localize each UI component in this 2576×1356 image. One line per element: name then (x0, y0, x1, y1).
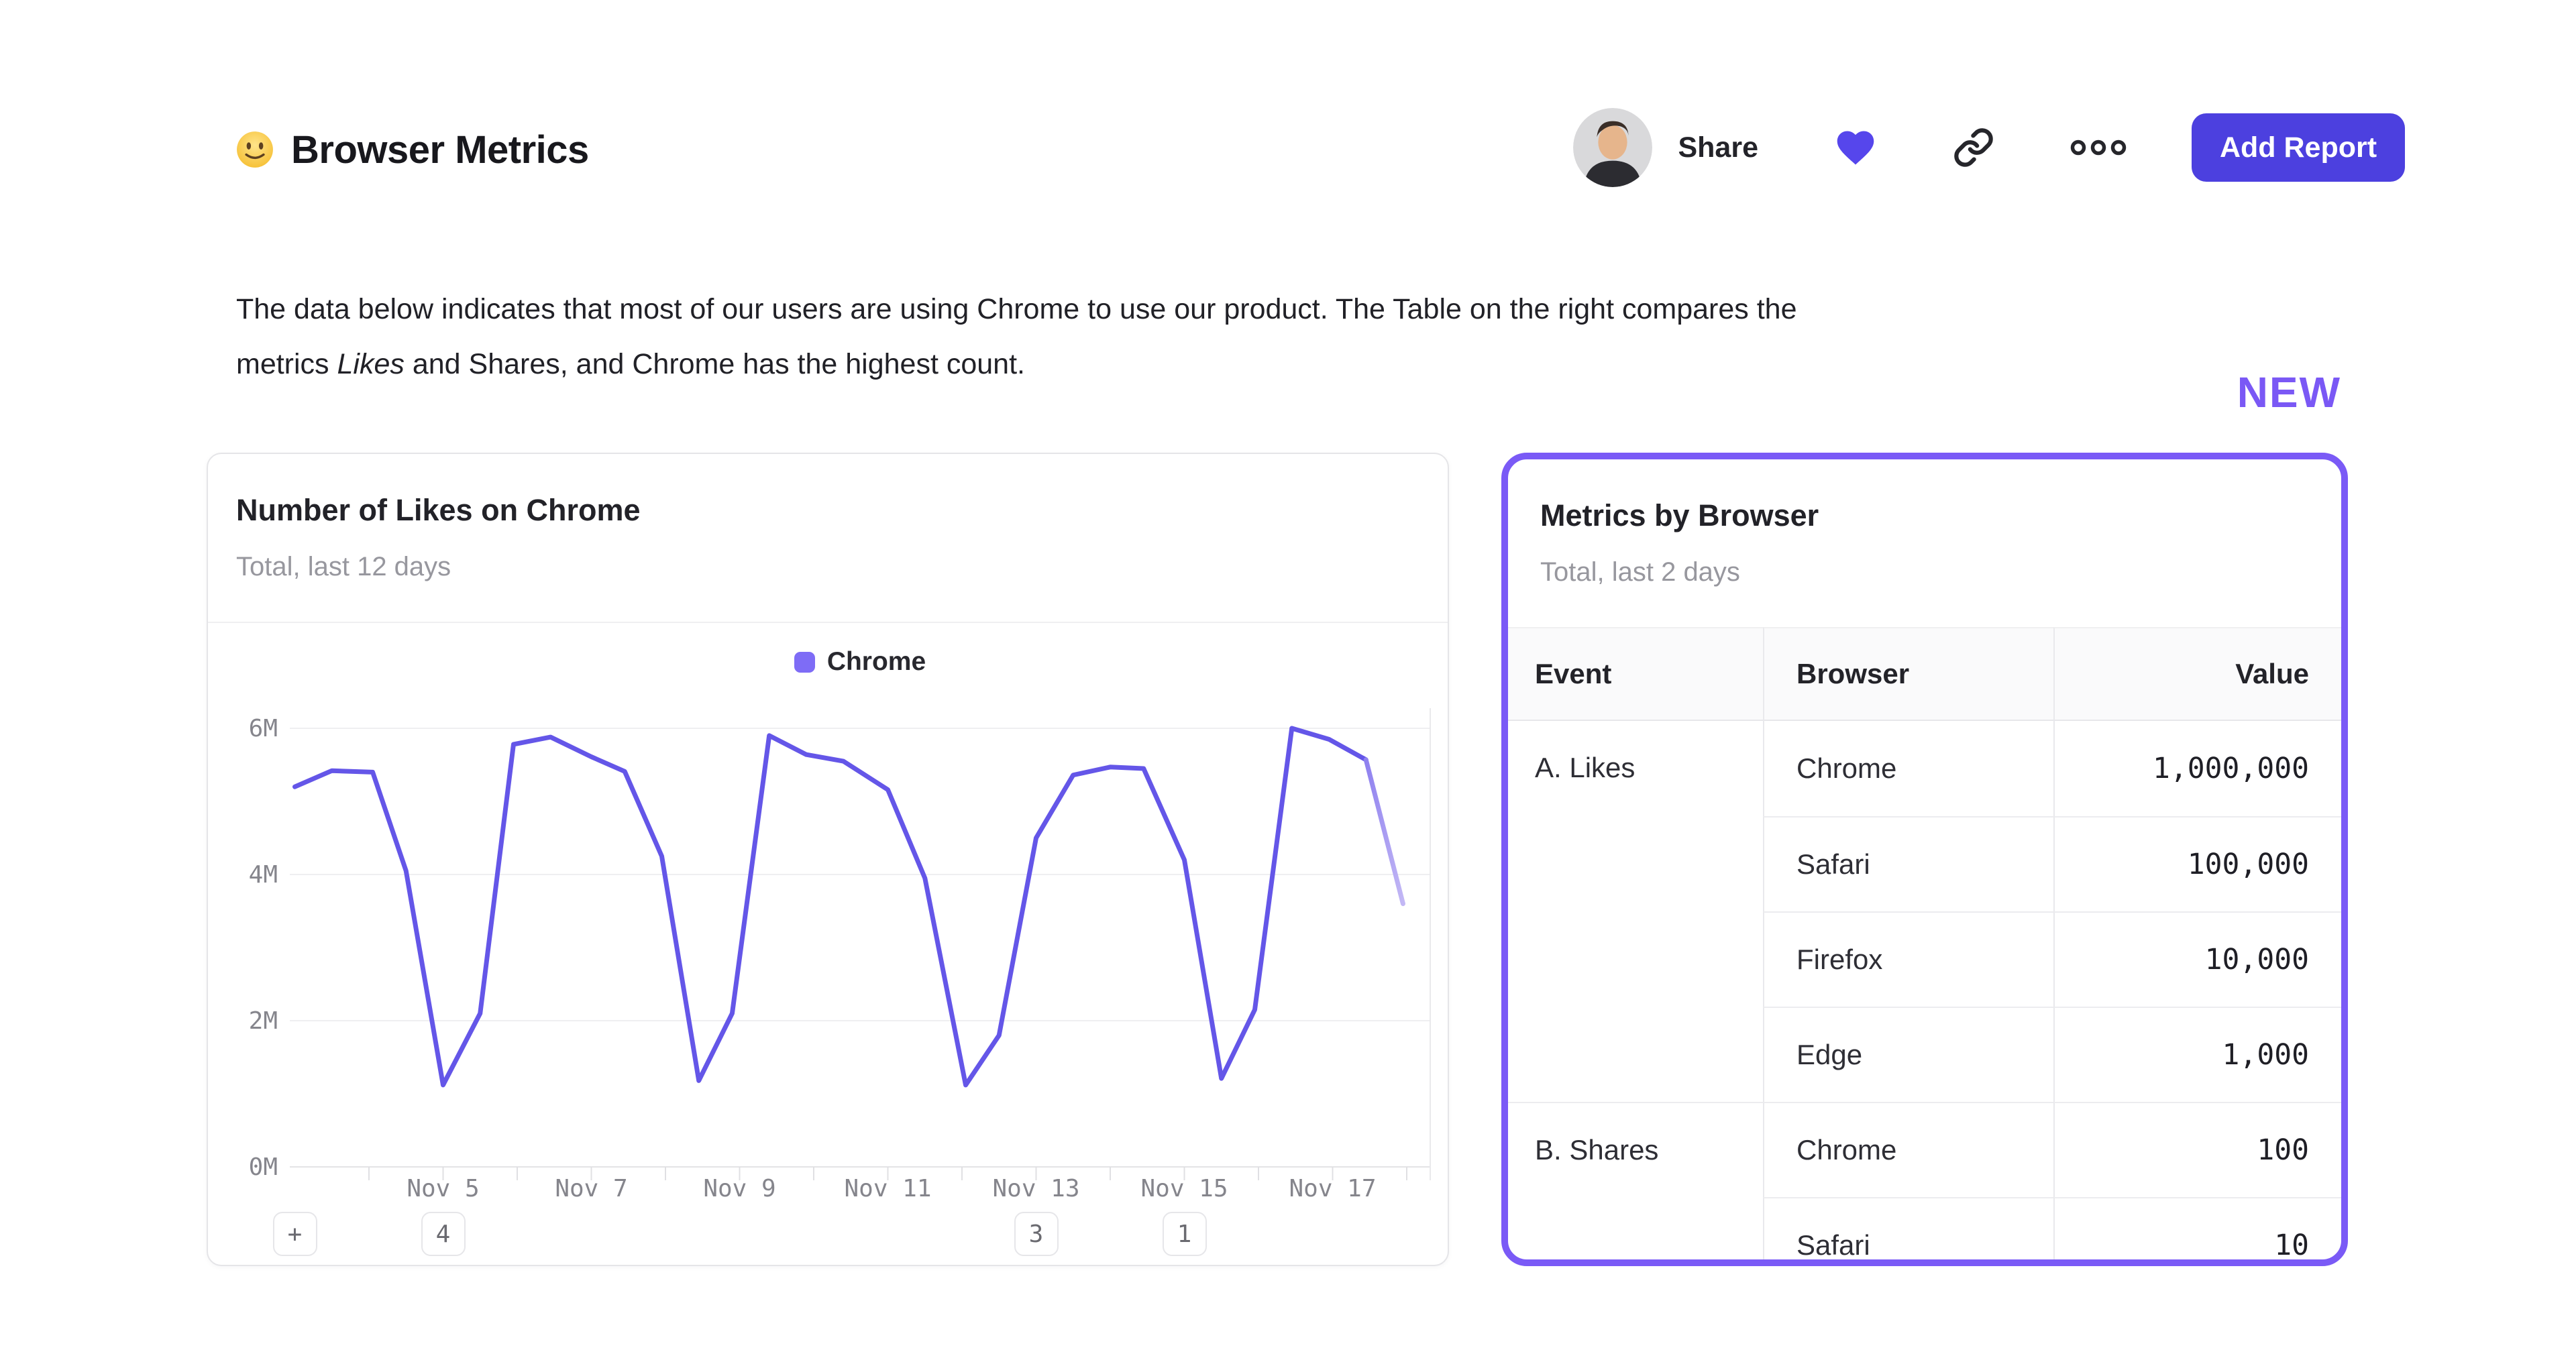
y-axis-label: 2M (248, 1007, 278, 1035)
new-badge: NEW (2237, 368, 2341, 416)
chart-legend: Chrome (290, 647, 1430, 677)
chart-plot (290, 708, 1431, 1180)
value-cell: 10 (2053, 1197, 2341, 1259)
smiley-emoji-icon (236, 131, 274, 168)
x-axis-label: Nov 13 (992, 1175, 1080, 1202)
card-header-divider (208, 622, 1448, 623)
x-axis-label: Nov 9 (703, 1175, 776, 1202)
browser-cell: Chrome (1763, 721, 2053, 816)
line-chart[interactable]: Chrome 0M 2M 4M 6M Nov 5 Nov 7 Nov 9 Nov 11 Nov … (208, 454, 1448, 1265)
column-header-browser: Browser (1763, 627, 2053, 721)
page-title: Browser Metrics (291, 127, 589, 172)
browser-cell: Safari (1763, 1197, 2053, 1259)
page-header-actions: Share Add Report (1573, 107, 2405, 188)
browser-cell: Safari (1763, 816, 2053, 911)
column-header-event: Event (1508, 627, 1763, 721)
y-axis-label: 6M (248, 715, 278, 742)
x-axis-label: Nov 7 (555, 1175, 628, 1202)
browser-cell: Edge (1763, 1007, 2053, 1102)
annotation-badge[interactable]: 1 (1162, 1212, 1207, 1256)
favorite-heart-icon[interactable] (1833, 127, 1878, 168)
metrics-table: Event Browser Value A. Likes Chrome 1,000,000… (1508, 627, 2341, 1259)
event-cell: B. Shares (1508, 1102, 1763, 1259)
x-axis-label: Nov 5 (407, 1175, 480, 1202)
table-card-subtitle: Total, last 2 days (1540, 557, 1740, 587)
event-cell: A. Likes (1535, 752, 1635, 783)
browser-cell: Chrome (1763, 1102, 2053, 1197)
value-cell: 10,000 (2053, 911, 2341, 1007)
add-annotation-button[interactable]: + (272, 1212, 317, 1256)
user-avatar[interactable] (1573, 108, 1653, 187)
table-card-title: Metrics by Browser (1540, 498, 1819, 532)
x-axis-label: Nov 15 (1140, 1175, 1228, 1202)
annotation-badge[interactable]: 3 (1014, 1212, 1059, 1256)
share-button[interactable]: Share (1678, 131, 1758, 164)
x-axis-label: Nov 11 (844, 1175, 932, 1202)
y-axis-label: 4M (248, 861, 278, 889)
add-report-button[interactable]: Add Report (2192, 113, 2405, 182)
report-description: The data below indicates that most of ou… (236, 293, 1797, 380)
value-cell: 1,000,000 (2053, 721, 2341, 816)
chart-card-title: Number of Likes on Chrome (236, 493, 641, 527)
page-header-left: Browser Metrics (236, 113, 589, 186)
chart-card-number-of-likes: Number of Likes on Chrome Total, last 12… (207, 453, 1449, 1266)
column-header-value: Value (2053, 627, 2341, 721)
browser-cell: Firefox (1763, 911, 2053, 1007)
more-options-icon[interactable] (2070, 139, 2127, 156)
value-cell: 100 (2053, 1102, 2341, 1197)
value-cell: 1,000 (2053, 1007, 2341, 1102)
legend-swatch (794, 651, 815, 673)
chart-card-subtitle: Total, last 12 days (236, 552, 451, 581)
value-cell: 100,000 (2053, 816, 2341, 911)
legend-label: Chrome (826, 647, 926, 676)
annotation-badge[interactable]: 4 (421, 1212, 466, 1256)
copy-link-icon[interactable] (1953, 127, 1994, 168)
x-axis-label: Nov 17 (1289, 1175, 1377, 1202)
metrics-table-card: Metrics by Browser Total, last 2 days Ev… (1501, 453, 2348, 1266)
y-axis-label: 0M (248, 1153, 278, 1181)
